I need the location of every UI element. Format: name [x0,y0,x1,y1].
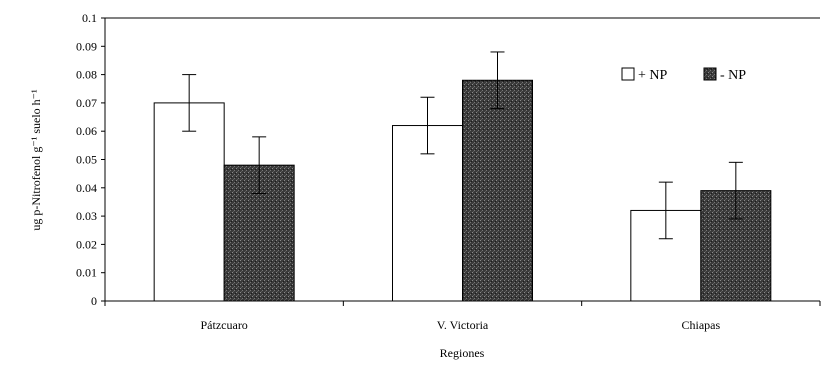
bars [153,79,772,302]
category-label: Pátzcuaro [201,318,248,332]
x-axis-title: Regiones [440,346,485,360]
legend-swatch-minus-np [703,67,717,81]
y-tick-label: 0.06 [76,124,97,138]
y-tick-label: 0.08 [76,68,97,82]
y-tick-label: 0 [91,294,97,308]
y-axis-title: ug p-Nitrofenol g⁻¹ suelo h⁻¹ [29,89,43,231]
y-tick-label: 0.01 [76,266,97,280]
category-label: V. Victoria [437,318,489,332]
y-tick-label: 0.09 [76,39,97,53]
bar-minus-np [462,79,533,302]
y-ticks: 0 0.01 0.02 0.03 0.04 0.05 0.06 0.07 0.08 0.09 0.1 [76,11,105,308]
bar-plus-np [153,102,225,302]
y-tick-label: 0.07 [76,96,97,110]
y-tick-label: 0.1 [82,11,97,25]
y-tick-label: 0.02 [76,237,97,251]
category-label: Chiapas [681,318,720,332]
error-bars [182,51,743,240]
legend-label-minus-np: - NP [720,68,746,83]
y-tick-label: 0.03 [76,209,97,223]
y-tick-label: 0.04 [76,181,97,195]
legend-label-plus-np: + NP [638,68,668,83]
legend: + NP - NP [621,67,746,83]
x-ticks [104,301,821,306]
y-tick-label: 0.05 [76,153,97,167]
category-labels: Pátzcuaro V. Victoria Chiapas [201,318,721,332]
legend-swatch-plus-np [621,67,635,81]
